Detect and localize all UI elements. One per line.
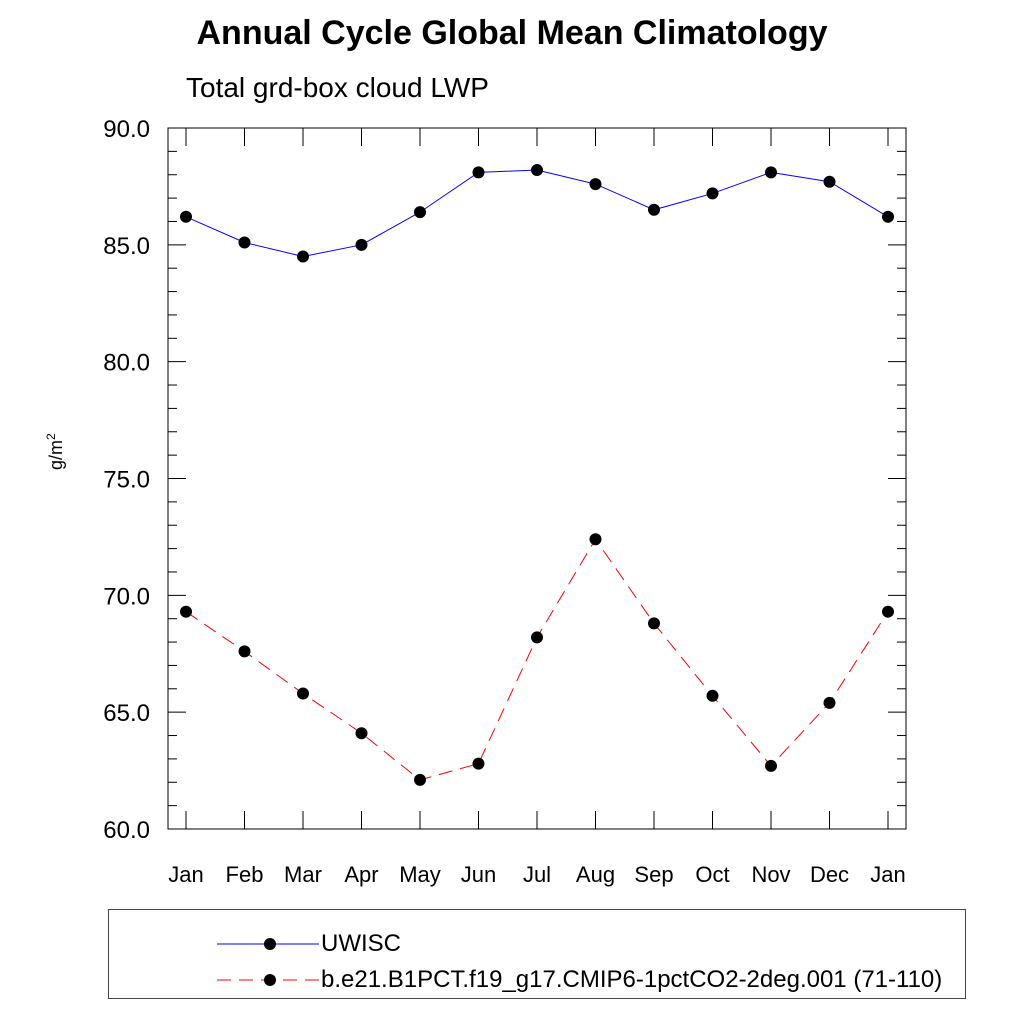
- y-tick-label: 80.0: [103, 350, 150, 377]
- y-tick-label: 75.0: [103, 467, 150, 494]
- x-tick-label: Jul: [523, 862, 551, 887]
- data-point-series-1: [706, 689, 719, 702]
- legend-swatch-model: [217, 974, 319, 986]
- series-line-1: [185, 538, 889, 781]
- chart-subtitle: Total grd-box cloud LWP: [186, 72, 489, 103]
- data-point-series-1: [472, 757, 485, 770]
- data-point-series-0: [706, 187, 719, 200]
- legend-item-model: b.e21.B1PCT.f19_g17.CMIP6-1pctCO2-2deg.0…: [109, 960, 965, 1000]
- data-point-series-1: [355, 727, 368, 740]
- data-point-series-0: [882, 210, 894, 223]
- x-tick-label: Jan: [870, 862, 905, 887]
- x-tick-label: Jan: [168, 862, 203, 887]
- legend-item-uwisc: UWISC: [109, 924, 965, 964]
- data-point-series-1: [882, 605, 894, 618]
- data-point-series-1: [297, 687, 309, 700]
- x-tick-label: May: [399, 862, 441, 887]
- y-tick-label: 65.0: [103, 700, 150, 727]
- legend-swatch-uwisc: [217, 938, 319, 950]
- line-chart: 60.0 65.0 70.0 75.0 80.0 85.0 90.0 Jan Feb Mar Apr…: [103, 116, 907, 887]
- data-point-series-0: [648, 203, 660, 216]
- y-tick-label: 60.0: [103, 817, 150, 844]
- y-tick-label: 85.0: [103, 233, 150, 260]
- data-point-series-0: [297, 250, 309, 263]
- data-point-series-1: [823, 696, 836, 709]
- data-point-series-0: [414, 206, 426, 219]
- x-tick-label: Nov: [751, 862, 790, 887]
- legend: UWISC b.e21.B1PCT.f19_g17.CMIP6-1pctCO2-…: [108, 909, 966, 999]
- data-point-series-1: [531, 631, 543, 644]
- y-tick-label: 90.0: [103, 116, 150, 143]
- x-tick-label: Mar: [284, 862, 322, 887]
- data-point-series-0: [238, 236, 251, 249]
- data-point-series-0: [472, 166, 485, 179]
- legend-label-uwisc: UWISC: [321, 930, 401, 957]
- data-point-series-1: [589, 533, 602, 546]
- data-point-series-0: [823, 175, 836, 188]
- data-point-series-1: [765, 759, 777, 772]
- series-line-0: [185, 169, 889, 258]
- data-point-series-0: [355, 238, 368, 251]
- x-tick-label: Jun: [461, 862, 496, 887]
- x-tick-label: Sep: [634, 862, 673, 887]
- data-point-series-0: [180, 210, 192, 223]
- data-point-series-1: [648, 617, 660, 630]
- x-tick-label: Dec: [810, 862, 849, 887]
- y-tick-label: 70.0: [103, 583, 150, 610]
- data-point-series-0: [765, 166, 777, 179]
- x-tick-label: Feb: [226, 862, 264, 887]
- x-tick-label: Aug: [576, 862, 615, 887]
- x-tick-label: Oct: [695, 862, 729, 887]
- legend-label-model: b.e21.B1PCT.f19_g17.CMIP6-1pctCO2-2deg.0…: [321, 966, 943, 993]
- chart-title: Annual Cycle Global Mean Climatology: [196, 14, 828, 52]
- data-point-series-0: [531, 164, 543, 177]
- plot-frame: [167, 127, 907, 830]
- x-tick-label: Apr: [344, 862, 378, 887]
- data-point-series-1: [180, 605, 192, 618]
- data-point-series-0: [589, 178, 602, 191]
- data-point-series-1: [238, 645, 251, 658]
- data-point-series-1: [414, 773, 426, 786]
